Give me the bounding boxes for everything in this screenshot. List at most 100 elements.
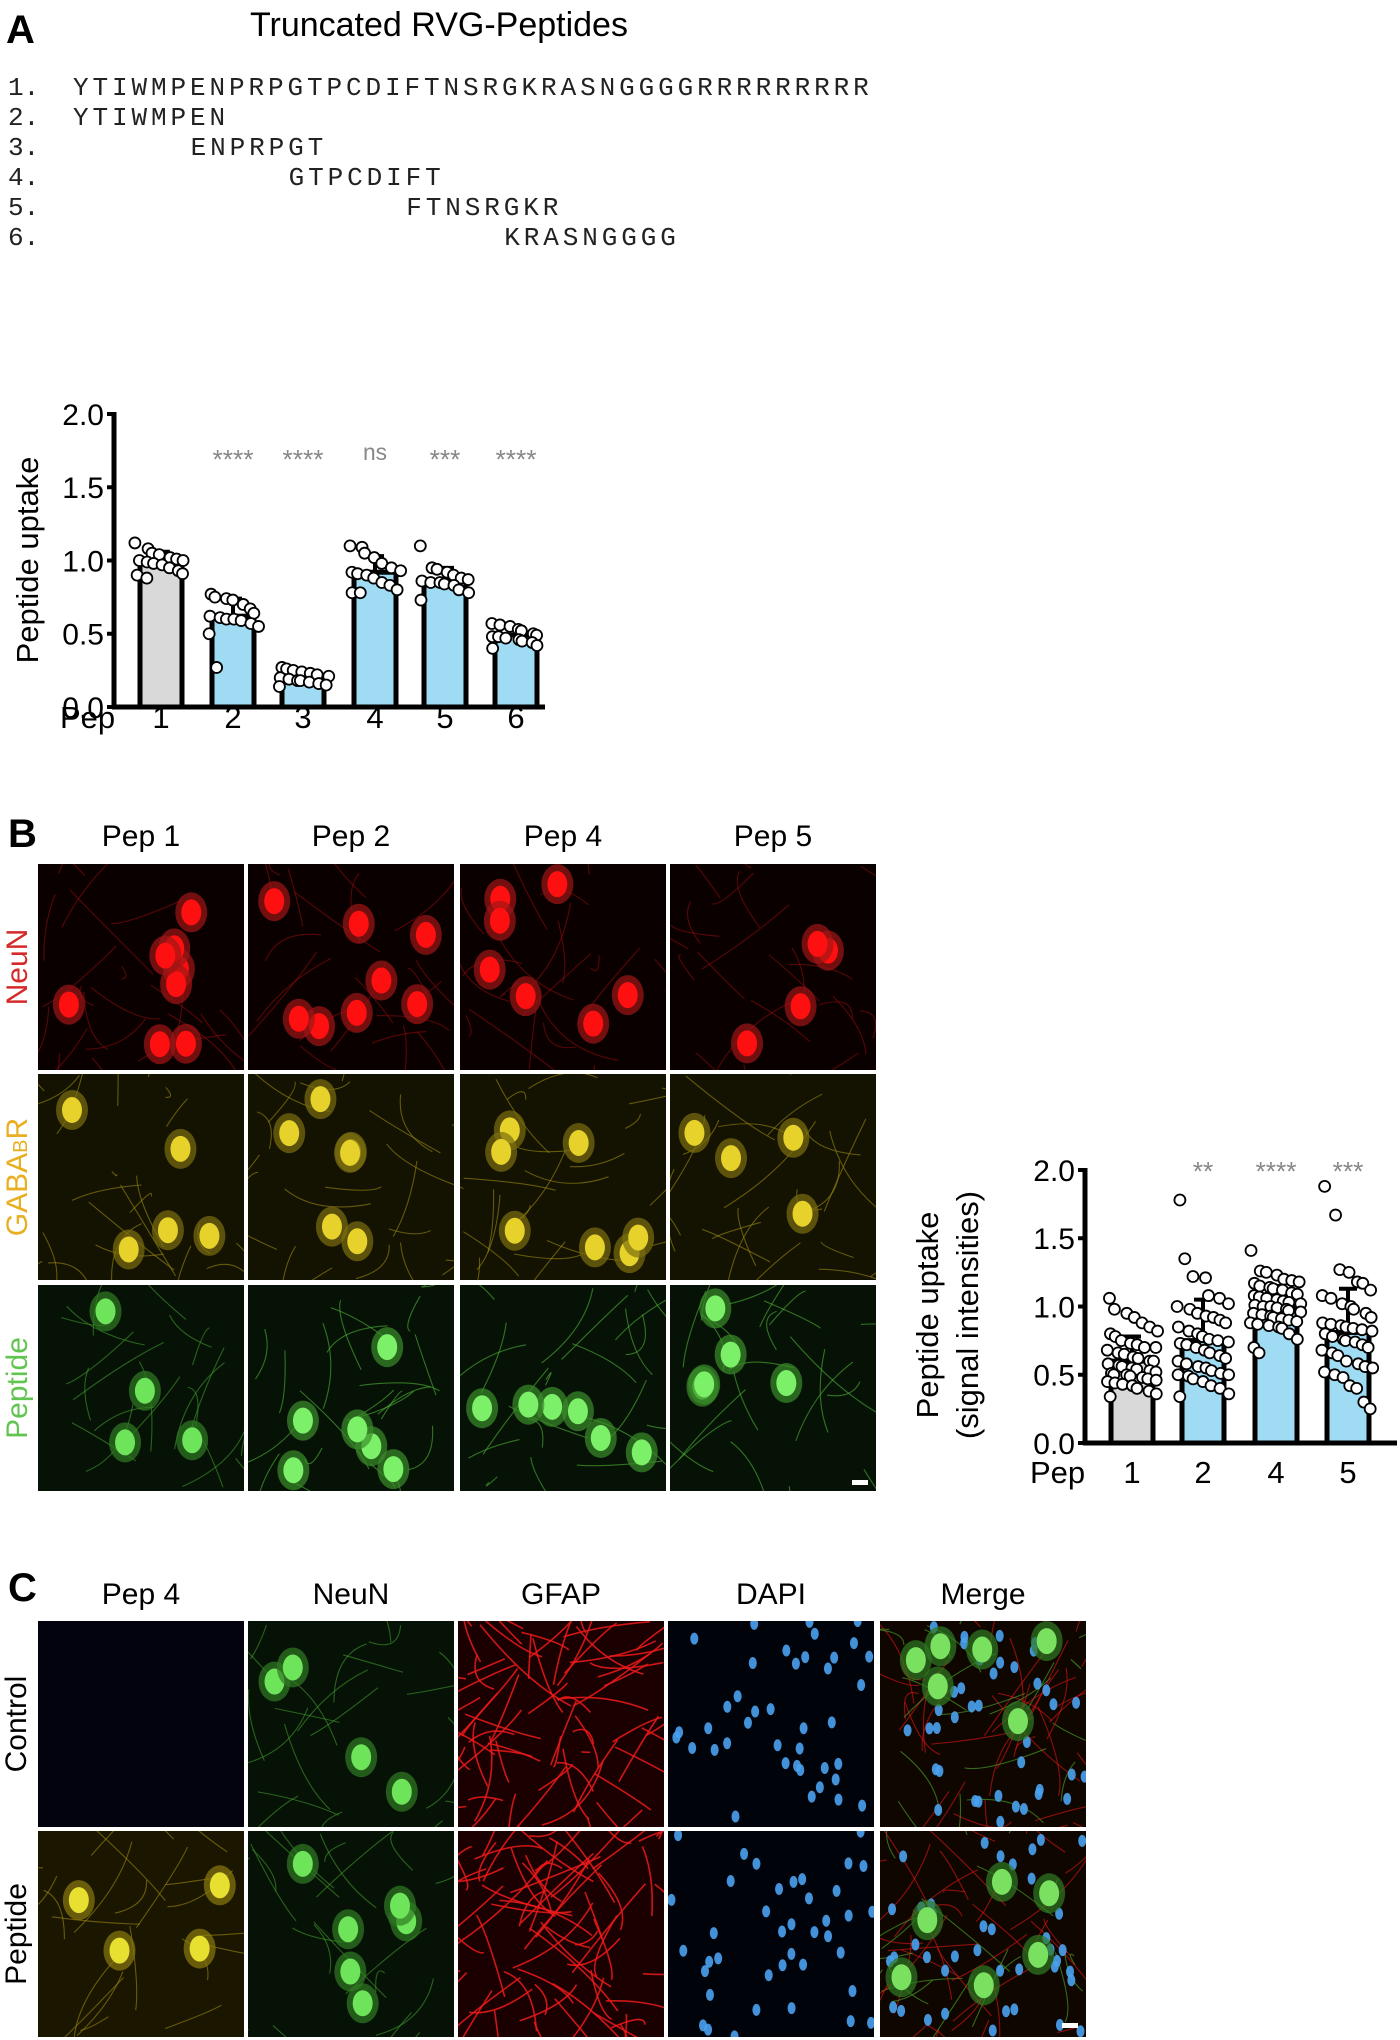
data-point — [176, 567, 189, 581]
data-point — [247, 606, 261, 620]
micrograph-peptide-pep1 — [38, 1285, 244, 1491]
y-tick-label: 1.0 — [1033, 1291, 1075, 1324]
panel-c-column-title: NeuN — [312, 1578, 390, 1611]
data-point — [1149, 1373, 1163, 1387]
data-point — [1211, 1334, 1225, 1348]
panel-b-column-title: Pep 1 — [101, 820, 181, 853]
data-point — [1149, 1387, 1163, 1401]
sequence-number: 6. — [8, 223, 40, 253]
data-point — [1178, 1252, 1192, 1266]
y-tick-label: 0.5 — [1033, 1360, 1075, 1393]
data-point — [1336, 1371, 1350, 1384]
data-point — [515, 634, 529, 648]
panel-c-letter: C — [8, 1566, 37, 1610]
data-point — [390, 583, 404, 597]
data-point — [1219, 1351, 1233, 1365]
data-point — [1292, 1275, 1306, 1289]
data-point — [1364, 1311, 1378, 1324]
data-point — [1180, 1357, 1193, 1371]
micrograph-control-dapi — [668, 1621, 874, 1827]
significance-marker: ns — [363, 439, 387, 465]
y-tick-label: 0.5 — [62, 619, 104, 652]
data-point — [1149, 1341, 1163, 1354]
data-point — [1326, 1330, 1339, 1343]
panel-b-row-label: Peptide — [1, 1337, 34, 1439]
scale-bar — [852, 1480, 868, 1485]
micrograph-peptide-gfap — [458, 1831, 664, 2037]
micrograph-control-neun — [248, 1621, 454, 1827]
data-point — [1350, 1381, 1364, 1395]
panel-a-letter: A — [6, 8, 35, 52]
data-point — [208, 590, 222, 604]
sequence-row: 5. FTNSRGKR — [8, 193, 1008, 223]
panel-c-row-label: Peptide — [0, 1883, 33, 1985]
data-point — [493, 618, 507, 632]
data-point — [1171, 1368, 1185, 1382]
data-point — [1103, 1390, 1117, 1403]
data-point — [1222, 1368, 1236, 1382]
y-tick-label: 2.0 — [62, 399, 104, 432]
micrograph-peptide-dapi — [668, 1831, 874, 2037]
data-point — [1219, 1316, 1233, 1330]
data-point — [1103, 1291, 1116, 1305]
data-point — [128, 536, 142, 550]
scale-bar — [1062, 2023, 1078, 2028]
data-point — [1252, 1346, 1266, 1360]
sequence-row: 3. ENPRPGT — [8, 133, 1008, 163]
data-point — [1364, 1283, 1377, 1297]
micrograph-neun-pep2 — [248, 864, 454, 1070]
data-point — [1259, 1265, 1273, 1279]
x-category-label: 2 — [1194, 1455, 1211, 1490]
data-point — [1340, 1354, 1353, 1368]
data-point — [1170, 1300, 1184, 1313]
data-point — [1244, 1244, 1258, 1257]
data-point — [413, 539, 427, 553]
data-point — [252, 620, 265, 633]
data-point — [486, 641, 500, 655]
panel-b-row-label: GABABR — [1, 1117, 34, 1237]
data-point — [1222, 1297, 1235, 1311]
significance-marker: *** — [430, 444, 461, 474]
data-point — [1363, 1402, 1377, 1416]
data-point — [210, 661, 224, 674]
significance-marker: ** — [1193, 1156, 1214, 1186]
x-category-label: 1 — [1123, 1455, 1140, 1490]
x-axis-label: Pep — [1030, 1455, 1085, 1490]
data-point — [1222, 1335, 1235, 1349]
data-point — [140, 571, 154, 585]
micrograph-peptide-pep5 — [670, 1285, 876, 1491]
data-point — [1100, 1343, 1114, 1357]
micrograph-peptide-pep2 — [248, 1285, 454, 1491]
y-tick-label: 0.0 — [1033, 1428, 1075, 1461]
sequence-number: 3. — [8, 133, 40, 163]
micrograph-peptide-neun — [248, 1831, 454, 2037]
data-point — [1202, 1289, 1215, 1302]
micrograph-gababr-pep5 — [670, 1074, 876, 1280]
data-point — [1366, 1361, 1380, 1375]
sequence-text: ENPRPGT — [190, 133, 328, 163]
panel-c-column-title: DAPI — [735, 1578, 807, 1611]
sequence-number: 5. — [8, 193, 40, 223]
panel-b-column-title: Pep 4 — [523, 820, 603, 853]
data-point — [1171, 1320, 1185, 1334]
significance-marker: **** — [212, 444, 253, 474]
data-point — [203, 609, 217, 623]
data-point — [462, 586, 476, 600]
sequence-text: YTIWMPEN — [73, 103, 230, 133]
panel-c-row-label: Control — [0, 1675, 33, 1773]
data-point — [226, 593, 240, 607]
sequence-number: 1. — [8, 73, 40, 103]
data-point — [530, 639, 544, 652]
panel-b-column-title: Pep 5 — [733, 820, 813, 853]
panel-c-column-title: Pep 4 — [101, 1578, 181, 1611]
sequence-text: FTNSRGKR — [406, 193, 563, 223]
panel-a-title: Truncated RVG-Peptides — [250, 6, 628, 44]
data-point — [1173, 1193, 1187, 1207]
y-tick-label: 0.0 — [62, 692, 104, 725]
panel-b-column-title: Pep 2 — [311, 820, 391, 853]
data-point — [1318, 1179, 1332, 1193]
panel-c-column-title: GFAP — [520, 1578, 602, 1611]
y-tick-label: 2.0 — [1033, 1155, 1075, 1188]
data-point — [1365, 1324, 1379, 1338]
micrograph-peptide-pep4 — [38, 1831, 244, 2037]
